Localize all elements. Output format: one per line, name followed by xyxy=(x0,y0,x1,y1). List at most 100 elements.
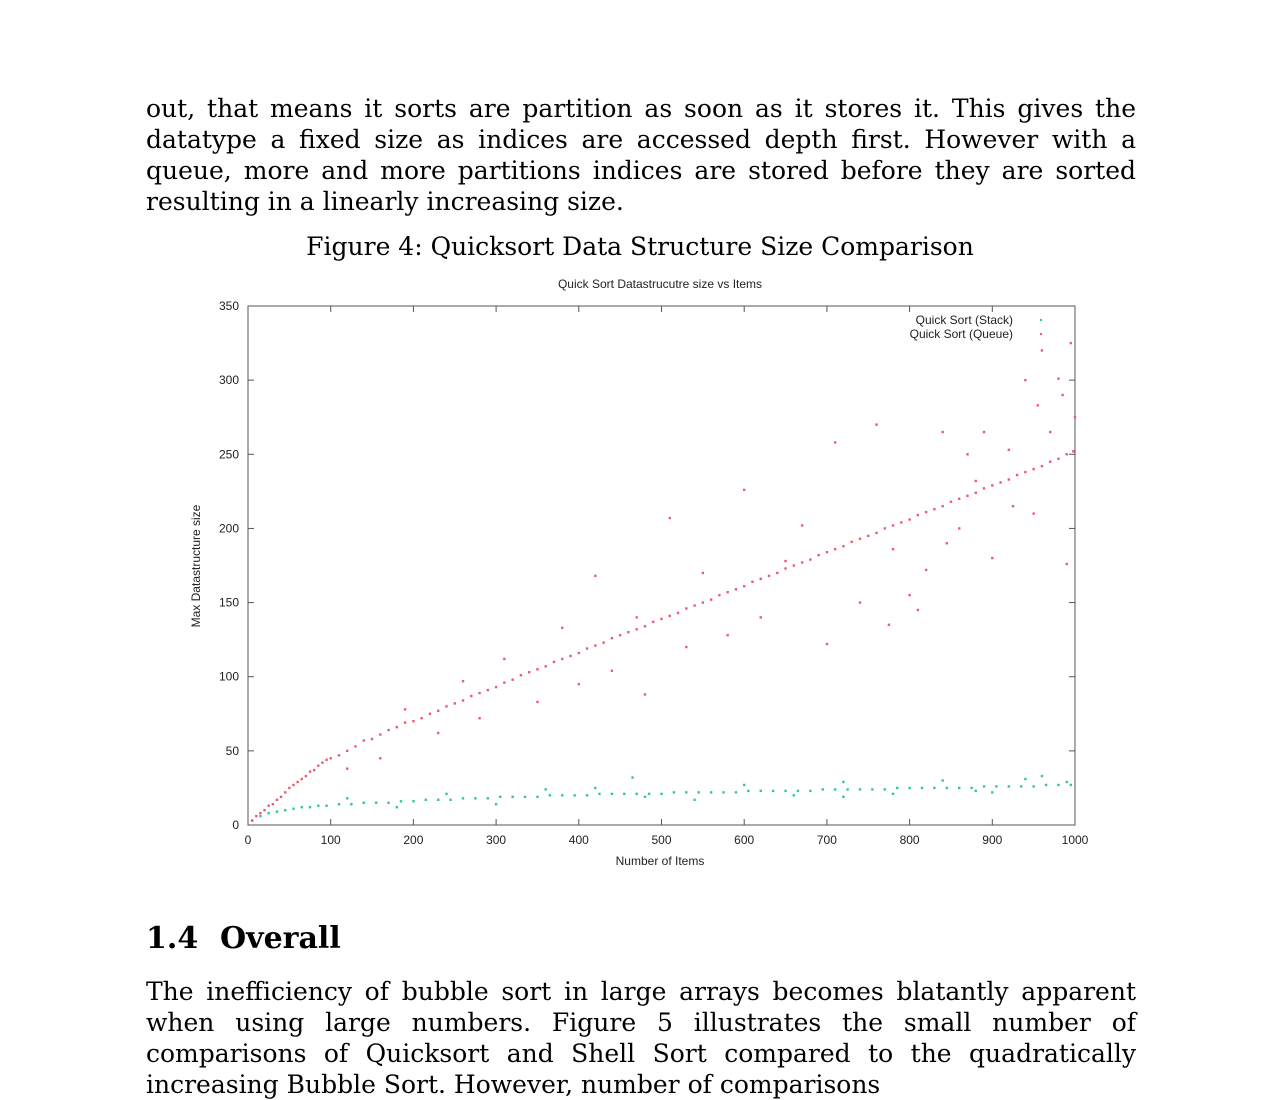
queue-point xyxy=(461,699,465,702)
stack-point xyxy=(1040,774,1044,778)
queue-point xyxy=(635,616,638,619)
queue-point xyxy=(1061,393,1064,397)
stack-point xyxy=(958,786,961,790)
queue-point xyxy=(958,497,961,500)
stack-point xyxy=(300,806,303,809)
stack-point xyxy=(945,786,949,790)
stack-point xyxy=(821,788,824,791)
x-tick-label: 0 xyxy=(245,833,252,847)
queue-point xyxy=(486,688,490,692)
queue-point xyxy=(974,479,977,483)
queue-point xyxy=(536,668,539,671)
queue-point xyxy=(300,777,303,781)
stack-point xyxy=(362,801,365,804)
queue-point xyxy=(1011,504,1015,508)
queue-point xyxy=(842,545,845,548)
queue-point xyxy=(602,641,605,644)
stack-point xyxy=(1024,777,1027,781)
queue-point xyxy=(379,733,382,736)
queue-point xyxy=(924,510,928,514)
stack-point xyxy=(747,789,750,793)
queue-point xyxy=(259,811,262,815)
queue-point xyxy=(643,693,647,696)
queue-point xyxy=(668,614,671,618)
queue-point xyxy=(643,625,647,628)
axis-ticks: 0 100 200 300 400 500 600 700 800 900 1000 0 50 100 15… xyxy=(219,299,1089,847)
stack-point xyxy=(920,786,924,790)
stack-point xyxy=(561,794,564,797)
stack-point xyxy=(846,788,849,791)
queue-point xyxy=(825,550,829,554)
stack-point xyxy=(474,797,477,800)
queue-point xyxy=(354,745,357,748)
queue-point xyxy=(1048,430,1052,434)
stack-point xyxy=(594,786,597,790)
queue-point xyxy=(337,754,341,757)
queue-point xyxy=(966,494,969,498)
x-tick-label: 600 xyxy=(734,833,754,847)
queue-point xyxy=(1040,464,1044,468)
stack-point xyxy=(792,794,796,797)
queue-point xyxy=(945,542,949,545)
stack-point xyxy=(643,795,647,799)
stack-point xyxy=(974,789,977,793)
queue-point xyxy=(308,770,312,773)
y-tick-label: 150 xyxy=(219,596,239,610)
section-number: 1.4 xyxy=(146,921,199,956)
stack-point xyxy=(1057,783,1060,787)
queue-point xyxy=(858,601,862,604)
queue-point xyxy=(858,537,862,541)
y-tick-label: 350 xyxy=(219,299,239,313)
queue-point xyxy=(292,783,295,787)
queue-point xyxy=(478,691,481,695)
queue-point xyxy=(908,518,911,521)
queue-point xyxy=(933,507,936,511)
stack-point xyxy=(1044,783,1048,787)
queue-point xyxy=(685,607,688,610)
stack-point xyxy=(399,800,403,803)
queue-point xyxy=(296,780,299,784)
queue-point xyxy=(1072,450,1075,453)
queue-point xyxy=(776,571,779,575)
queue-point xyxy=(362,739,365,742)
queue-point xyxy=(751,580,754,584)
stack-point xyxy=(308,806,312,809)
stack-point xyxy=(511,795,514,799)
y-axis-label: Max Datastructure size xyxy=(189,504,203,627)
queue-point xyxy=(1032,467,1035,471)
queue-point xyxy=(991,484,994,487)
queue-point xyxy=(891,547,895,551)
stack-point xyxy=(548,794,552,797)
stack-point xyxy=(784,789,787,793)
stack-point xyxy=(672,791,676,794)
y-tick-label: 100 xyxy=(219,670,239,684)
stack-point xyxy=(1020,785,1023,788)
stack-point xyxy=(647,792,651,796)
queue-point xyxy=(833,441,837,444)
stack-point xyxy=(685,791,688,794)
x-tick-label: 1000 xyxy=(1062,833,1089,847)
queue-point xyxy=(743,488,746,492)
stack-point xyxy=(536,795,539,799)
stack-point xyxy=(623,792,626,796)
stack-point xyxy=(395,806,399,809)
stack-point xyxy=(660,792,663,796)
queue-point xyxy=(759,577,762,581)
stack-point xyxy=(693,798,696,801)
queue-point xyxy=(346,749,349,753)
queue-point xyxy=(445,705,448,708)
queue-point xyxy=(284,791,287,794)
queue-point xyxy=(1065,453,1068,456)
queue-point xyxy=(1015,473,1019,477)
queue-point xyxy=(325,758,328,761)
queue-point xyxy=(329,757,332,760)
stack-point xyxy=(908,786,911,790)
section-heading: 1.4 Overall xyxy=(146,919,341,959)
queue-point xyxy=(552,660,556,664)
x-tick-label: 400 xyxy=(569,833,589,847)
queue-point xyxy=(1024,378,1027,382)
queue-point xyxy=(321,761,324,764)
y-tick-label: 200 xyxy=(219,521,239,535)
stack-point xyxy=(337,803,341,806)
legend-marker-stack xyxy=(1040,319,1042,321)
